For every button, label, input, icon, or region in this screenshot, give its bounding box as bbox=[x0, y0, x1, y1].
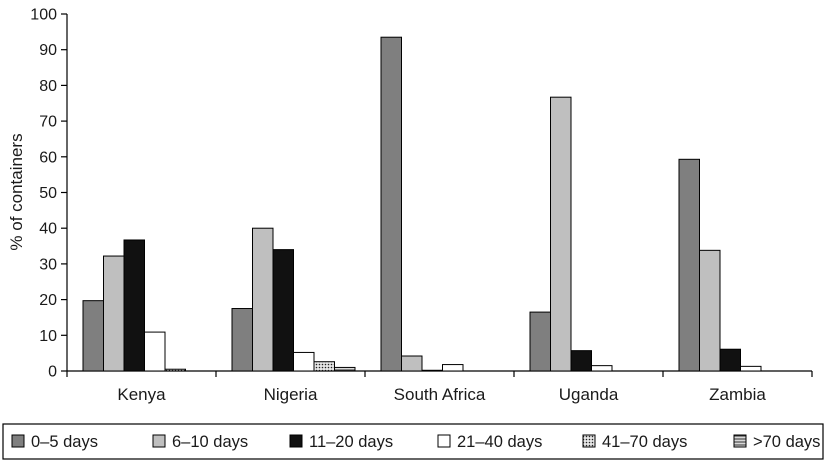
legend-swatch bbox=[733, 434, 747, 448]
bar bbox=[740, 365, 762, 372]
x-category-label: Nigeria bbox=[264, 385, 318, 404]
bar bbox=[82, 300, 104, 372]
bar bbox=[144, 331, 166, 372]
x-category-label: Zambia bbox=[709, 385, 766, 404]
y-tick-label: 90 bbox=[39, 42, 57, 59]
legend-swatch bbox=[289, 434, 303, 448]
bar bbox=[699, 249, 721, 372]
bar bbox=[293, 351, 315, 372]
y-tick-label: 70 bbox=[39, 114, 57, 131]
x-category-label: South Africa bbox=[394, 385, 486, 404]
legend-label: 0–5 days bbox=[31, 433, 98, 451]
bar bbox=[334, 366, 356, 372]
y-tick-label: 60 bbox=[39, 149, 57, 166]
y-tick-label: 50 bbox=[39, 185, 57, 202]
y-tick-label: 20 bbox=[39, 292, 57, 309]
bar bbox=[401, 355, 423, 372]
bar bbox=[252, 227, 274, 372]
bar bbox=[529, 311, 551, 372]
legend-label: 21–40 days bbox=[457, 433, 542, 451]
bar bbox=[421, 369, 443, 372]
bar bbox=[380, 36, 402, 372]
legend-label: 11–20 days bbox=[309, 433, 393, 451]
y-tick-label: 10 bbox=[39, 328, 57, 345]
y-axis-title: % of containers bbox=[7, 133, 26, 250]
legend-frame bbox=[2, 423, 824, 460]
bar bbox=[570, 350, 592, 372]
bar bbox=[313, 361, 335, 372]
y-tick-label: 0 bbox=[48, 364, 57, 381]
legend-swatch bbox=[437, 434, 451, 448]
x-category-label: Kenya bbox=[117, 385, 166, 404]
legend-swatch bbox=[11, 434, 25, 448]
legend-label: >70 days bbox=[753, 433, 820, 451]
legend-swatch bbox=[582, 434, 596, 448]
bar bbox=[272, 249, 294, 372]
bar bbox=[103, 255, 125, 372]
bar bbox=[719, 348, 741, 372]
bar bbox=[123, 239, 145, 372]
bar bbox=[231, 308, 253, 372]
bar bbox=[678, 158, 700, 372]
bar bbox=[591, 365, 613, 372]
bar bbox=[442, 364, 464, 372]
y-tick-label: 40 bbox=[39, 221, 57, 238]
bar bbox=[164, 368, 186, 372]
x-category-label: Uganda bbox=[559, 385, 619, 404]
y-tick-label: 100 bbox=[30, 7, 57, 24]
bar bbox=[550, 96, 572, 372]
legend-label: 41–70 days bbox=[602, 433, 687, 451]
legend-swatch bbox=[152, 434, 166, 448]
legend-label: 6–10 days bbox=[172, 433, 248, 451]
y-tick-label: 30 bbox=[39, 256, 57, 273]
y-tick-label: 80 bbox=[39, 78, 57, 95]
